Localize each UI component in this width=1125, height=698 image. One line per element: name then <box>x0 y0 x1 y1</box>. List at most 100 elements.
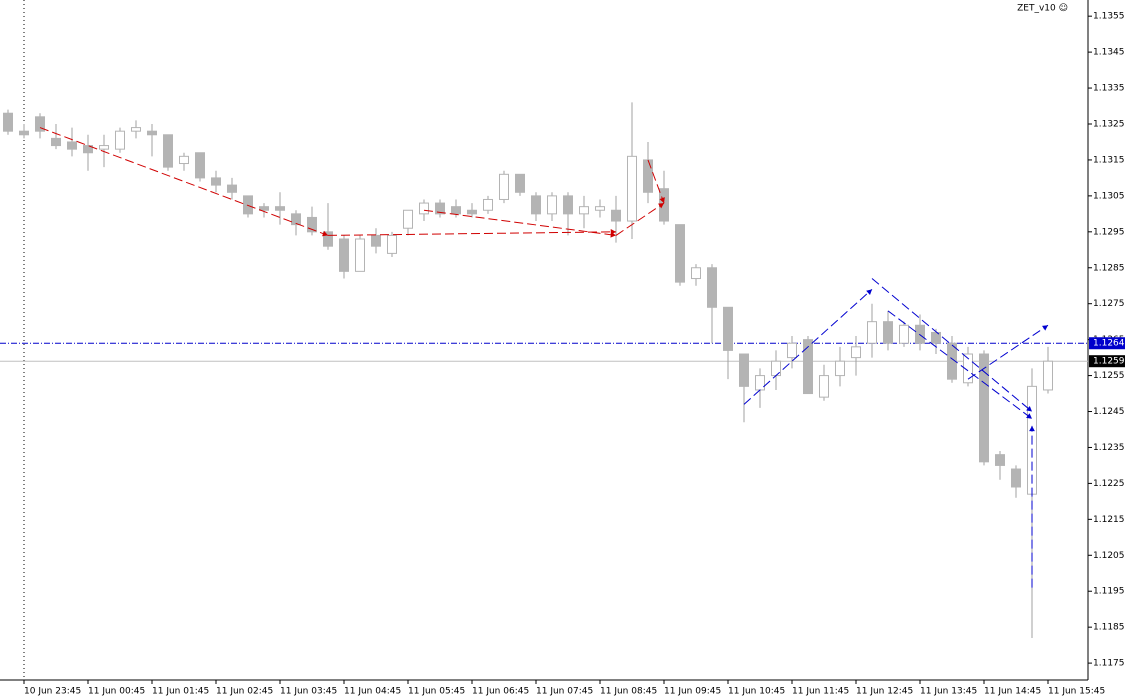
arrow-head <box>610 231 616 238</box>
x-tick-label: 11 Jun 15:45 <box>1048 687 1105 697</box>
candle-body <box>867 321 877 344</box>
candle-body <box>323 231 333 247</box>
x-tick-label: 11 Jun 13:45 <box>920 687 977 697</box>
x-tick-label: 11 Jun 08:45 <box>600 687 657 697</box>
candle-body <box>83 145 93 154</box>
candle-body <box>3 112 13 132</box>
candle-body <box>499 173 509 200</box>
arrow-line <box>871 278 1033 412</box>
candle-body <box>19 130 29 136</box>
candle-body <box>195 152 205 179</box>
price-label-box <box>1089 355 1125 368</box>
candle-body <box>547 195 557 215</box>
candle-body <box>387 234 397 254</box>
candle-body <box>851 346 861 359</box>
candle-body <box>451 206 461 215</box>
y-tick-label: 1.1235 <box>1093 443 1125 453</box>
price-label: 1.1259 <box>1093 357 1125 367</box>
candle-body <box>371 234 381 247</box>
arrow-line <box>743 288 873 405</box>
y-tick-label: 1.1335 <box>1093 84 1125 94</box>
candle-body <box>355 238 365 272</box>
arrow-head <box>1026 405 1032 412</box>
candle-body <box>259 206 269 211</box>
candle-body <box>483 198 493 211</box>
candle-body <box>739 353 749 387</box>
y-tick-label: 1.1205 <box>1093 551 1125 561</box>
y-tick-label: 1.1305 <box>1093 191 1125 201</box>
x-tick-label: 11 Jun 06:45 <box>472 687 529 697</box>
arrow-head <box>658 203 664 209</box>
arrow-head <box>1042 325 1048 331</box>
y-tick-label: 1.1345 <box>1093 48 1125 58</box>
y-tick-label: 1.1295 <box>1093 227 1125 237</box>
price-label: 1.1264 <box>1093 339 1125 349</box>
candle-body <box>563 195 573 215</box>
arrow-line <box>967 324 1049 380</box>
x-tick-label: 11 Jun 12:45 <box>856 687 913 697</box>
arrow-line <box>887 310 1033 420</box>
y-tick-label: 1.1315 <box>1093 155 1125 165</box>
x-tick-label: 11 Jun 04:45 <box>344 687 401 697</box>
y-tick-label: 1.1355 <box>1093 12 1125 22</box>
arrow-head <box>1029 425 1035 432</box>
y-tick-label: 1.1215 <box>1093 515 1125 525</box>
arrow-head <box>1026 413 1032 419</box>
candle-body <box>243 195 253 215</box>
candle-body <box>147 130 157 136</box>
arrow-line <box>39 127 329 236</box>
candle-body <box>211 177 221 186</box>
x-tick-label: 10 Jun 23:45 <box>24 687 81 697</box>
x-tick-label: 11 Jun 01:45 <box>152 687 209 697</box>
candle-body <box>131 127 141 132</box>
arrow-line <box>423 209 617 236</box>
candle-body <box>579 206 589 215</box>
candle-body <box>723 306 733 351</box>
candle-body <box>627 155 637 222</box>
candle-body <box>163 134 173 168</box>
candle-body <box>595 206 605 211</box>
x-tick-label: 11 Jun 02:45 <box>216 687 273 697</box>
arrow-head <box>322 230 328 237</box>
candle-body <box>947 342 957 380</box>
candle-body <box>275 206 285 211</box>
candle-body <box>707 267 717 308</box>
candle-body <box>51 137 61 147</box>
candle-body <box>339 238 349 272</box>
y-tick-label: 1.1325 <box>1093 119 1125 129</box>
y-tick-label: 1.1185 <box>1093 623 1125 633</box>
candle-body <box>115 130 125 150</box>
x-tick-label: 11 Jun 00:45 <box>88 687 145 697</box>
candle-body <box>1011 468 1021 488</box>
arrow-head <box>866 289 872 295</box>
arrow-head <box>659 197 665 204</box>
x-tick-label: 11 Jun 09:45 <box>664 687 721 697</box>
candle-body <box>435 202 445 215</box>
y-tick-label: 1.1285 <box>1093 263 1125 273</box>
price-label-box <box>1089 337 1125 350</box>
x-tick-label: 11 Jun 10:45 <box>728 687 785 697</box>
candle-body <box>179 155 189 165</box>
candle-body <box>691 267 701 280</box>
candle-body <box>979 353 989 463</box>
y-tick-label: 1.1225 <box>1093 479 1125 489</box>
x-tick-label: 11 Jun 07:45 <box>536 687 593 697</box>
candle-body <box>931 331 941 344</box>
candle-body <box>67 141 77 150</box>
arrow-line <box>327 231 617 236</box>
candle-body <box>1043 360 1053 391</box>
candle-body <box>995 454 1005 466</box>
candle-body <box>819 375 829 398</box>
candle-body <box>291 213 301 226</box>
candle-body <box>803 339 813 395</box>
candle-body <box>531 195 541 215</box>
candle-body <box>227 184 237 193</box>
x-tick-label: 11 Jun 03:45 <box>280 687 337 697</box>
candle-body <box>835 360 845 377</box>
candle-body <box>963 353 973 384</box>
candle-body <box>419 202 429 215</box>
candle-body <box>467 209 477 215</box>
candle-body <box>307 216 317 233</box>
candle-body <box>643 159 653 193</box>
